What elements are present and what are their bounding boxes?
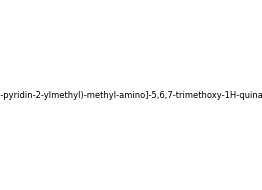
Text: 2-[(4-chloro-pyridin-2-ylmethyl)-methyl-amino]-5,6,7-trimethoxy-1H-quinazolin-4-: 2-[(4-chloro-pyridin-2-ylmethyl)-methyl-…: [0, 90, 262, 100]
